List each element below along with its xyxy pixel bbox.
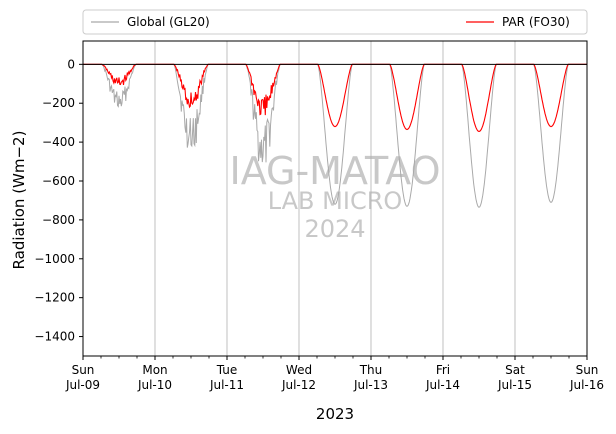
y-tick-label: −200 — [42, 96, 75, 110]
series-line-par — [83, 63, 587, 132]
x-tick-date: Jul-15 — [497, 378, 532, 392]
x-tick-date: Jul-14 — [425, 378, 460, 392]
x-tick-day: Thu — [359, 363, 383, 377]
legend: Global (GL20) PAR (FO30) — [82, 9, 588, 35]
vertical-grid — [154, 41, 516, 356]
x-tick-date: Jul-13 — [353, 378, 388, 392]
x-tick-day: Mon — [142, 363, 167, 377]
y-tick-label: −1400 — [34, 330, 75, 344]
y-tick-label: −600 — [42, 174, 75, 188]
y-axis-title: Radiation (Wm−2) — [10, 131, 28, 270]
x-tick-date: Jul-16 — [569, 378, 604, 392]
x-tick-date: Jul-10 — [137, 378, 172, 392]
x-axis-ticks: SunJul-09MonJul-10TueJul-11WedJul-12ThuJ… — [65, 356, 604, 392]
y-tick-label: −400 — [42, 135, 75, 149]
x-tick-day: Sun — [72, 363, 95, 377]
x-tick-day: Sun — [576, 363, 599, 377]
y-axis-ticks: 0 −200 −400 −600 −800 −1000 −1200 −1400 — [34, 57, 83, 344]
y-tick-label: −1200 — [34, 291, 75, 305]
y-tick-label: −1000 — [34, 252, 75, 266]
y-tick-label: 0 — [67, 57, 75, 71]
watermark: IAG-MATAO LAB MICRO 2024 — [229, 149, 440, 243]
x-tick-day: Wed — [286, 363, 312, 377]
y-tick-label: −800 — [42, 213, 75, 227]
x-tick-day: Fri — [436, 363, 450, 377]
x-tick-day: Sat — [505, 363, 525, 377]
legend-label-global: Global (GL20) — [127, 15, 210, 29]
legend-label-par: PAR (FO30) — [502, 15, 570, 29]
watermark-line-1: IAG-MATAO — [229, 149, 440, 193]
x-axis-title: 2023 — [316, 405, 354, 423]
watermark-line-2: LAB MICRO — [268, 187, 403, 215]
x-tick-date: Jul-12 — [281, 378, 316, 392]
x-tick-date: Jul-11 — [209, 378, 244, 392]
x-tick-day: Tue — [216, 363, 238, 377]
legend-frame — [82, 9, 588, 35]
watermark-line-3: 2024 — [304, 215, 365, 243]
x-tick-date: Jul-09 — [65, 378, 100, 392]
